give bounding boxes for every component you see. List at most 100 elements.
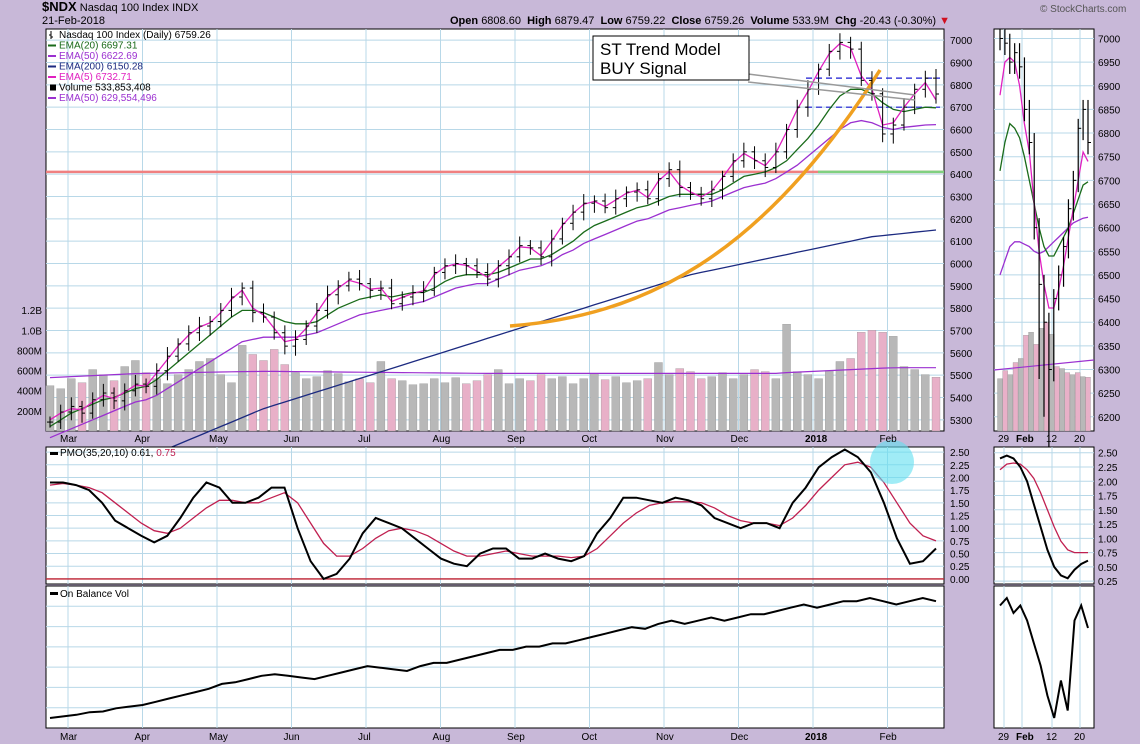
pmo-y-tick: 2.00 <box>950 473 970 484</box>
volume-ema50-line <box>49 367 936 379</box>
side-volume-bar <box>1018 358 1024 432</box>
down-arrow-icon: ▼ <box>939 15 951 27</box>
x-tick-label-top: Mar <box>60 434 78 445</box>
volume-bar <box>910 369 919 432</box>
x-tick-label-bottom: Dec <box>731 732 749 743</box>
low-value: 6759.22 <box>625 15 666 27</box>
x-tick-label-bottom: Nov <box>656 732 674 743</box>
volume-bar <box>889 336 898 432</box>
side-x-tick-bottom: Feb <box>1016 732 1034 743</box>
volume-bar <box>654 362 663 432</box>
side-pmo-y-tick: 2.00 <box>1098 477 1118 488</box>
volume-bar <box>729 378 738 432</box>
volume-bar <box>536 374 546 432</box>
x-axis-top: Mar Apr May Jun Jul Aug Sep Oct Nov Dec 2018 Feb <box>60 434 897 445</box>
x-tick-label-bottom: Aug <box>433 732 451 743</box>
volume-bar <box>227 382 236 432</box>
side-pmo-signal-line <box>999 462 1088 554</box>
price-lines <box>46 42 944 499</box>
side-x-axis-bottom: 29 Feb 12 20 <box>998 732 1086 743</box>
side-volume-bar <box>1054 366 1060 432</box>
x-tick-label-bottom: May <box>209 732 228 743</box>
side-price-y-tick: 7000 <box>1098 34 1121 45</box>
volume-bar <box>430 378 439 432</box>
x-tick-label-bottom: Sep <box>507 732 525 743</box>
price-y-tick: 5900 <box>950 282 973 293</box>
callout-pointer-line-2 <box>747 81 916 101</box>
close-value: 6759.26 <box>704 15 745 27</box>
side-volume-bar <box>1064 372 1070 432</box>
volume-bar <box>366 382 375 432</box>
volume-bar <box>141 372 151 432</box>
pmo-legend-swatch <box>50 452 58 455</box>
volume-y-tick: 800M <box>17 346 42 357</box>
volume-bar <box>739 374 749 432</box>
chart-header-line1: $NDX Nasdaq 100 Index INDX <box>42 0 198 14</box>
volume-bar <box>419 383 428 432</box>
price-y-tick: 5700 <box>950 327 973 338</box>
x-tick-label-top: Dec <box>731 434 749 445</box>
price-y-axis: 7000 6900 6800 6700 6600 6500 6400 6300 6200 6100… <box>950 36 973 427</box>
price-y-tick: 6200 <box>950 215 973 226</box>
volume-bar <box>163 383 172 432</box>
volume-bar <box>195 361 204 432</box>
volume-bar <box>547 378 556 432</box>
volume-bar <box>248 354 257 432</box>
x-tick-label-bottom: Jun <box>284 732 300 743</box>
side-volume-bar <box>1023 335 1029 432</box>
side-price-y-tick: 6450 <box>1098 295 1121 306</box>
side-pmo-line <box>999 454 1089 580</box>
pmo-line <box>50 448 937 581</box>
volume-bar <box>611 376 620 432</box>
side-x-axis-top: 29 Feb 12 20 <box>998 434 1086 445</box>
pmo-y-axis: 2.50 2.252.00 1.75 1.50 1.251.00 0.75 0.500.25… <box>950 448 970 586</box>
side-x-tick-top: 12 <box>1046 434 1058 445</box>
side-price-y-tick: 6900 <box>1098 82 1121 93</box>
side-ema50-line <box>999 216 1089 276</box>
price-y-tick: 6400 <box>950 170 973 181</box>
volume-bar <box>280 364 289 432</box>
callout-line1: ST Trend Model <box>600 40 721 59</box>
side-pmo-y-tick: 1.50 <box>1098 506 1118 517</box>
side-volume-bar <box>1080 376 1086 432</box>
side-pmo-y-tick: 1.75 <box>1098 492 1118 503</box>
side-pmo-y-tick: 2.25 <box>1098 463 1118 474</box>
open-value: 6808.60 <box>481 15 521 27</box>
price-y-tick: 6600 <box>950 126 973 137</box>
x-tick-label-bottom: Apr <box>135 732 151 743</box>
volume-bar <box>237 345 247 432</box>
ema200-line <box>49 229 937 499</box>
side-obv-line <box>999 596 1089 719</box>
pmo-y-tick: 1.00 <box>950 524 970 535</box>
x-tick-label-top: Jun <box>284 434 300 445</box>
x-tick-label-top: Oct <box>582 434 598 445</box>
side-price-y-tick: 6650 <box>1098 200 1121 211</box>
volume-bar <box>398 380 407 432</box>
pmo-y-tick: 2.25 <box>950 461 970 472</box>
volume-bar <box>590 373 599 432</box>
high-label: High <box>527 15 552 27</box>
side-price-y-tick: 6850 <box>1098 105 1121 116</box>
volume-y-axis: 1.2B 1.0B 800M 600M 400M 200M <box>17 306 42 418</box>
legend-entry: Nasdaq 100 Index (Daily) 6759.26 <box>59 30 211 41</box>
side-volume-bars <box>993 322 1095 432</box>
price-y-tick: 6500 <box>950 148 973 159</box>
volume-bar <box>526 380 535 432</box>
side-volume-bar <box>997 378 1003 432</box>
price-bars <box>47 33 939 429</box>
ohlc-readout: Open 6808.60 High 6879.47 Low 6759.22 Cl… <box>450 14 950 28</box>
price-panel: 7000 6900 6800 6700 6600 6500 6400 6300 6200 6100… <box>17 28 973 499</box>
legend-entry: EMA(20) 6697.31 <box>59 41 138 52</box>
volume-bar <box>793 371 802 432</box>
side-x-tick-bottom: 20 <box>1074 732 1086 743</box>
side-volume-bar <box>1085 377 1091 432</box>
exchange: INDX <box>172 2 199 14</box>
pmo-signal-value: 0.75 <box>156 448 176 459</box>
side-price-y-tick: 6750 <box>1098 153 1121 164</box>
legend-entry: EMA(50) 6622.69 <box>59 51 138 62</box>
price-y-tick: 5300 <box>950 416 973 427</box>
volume-bar <box>568 383 578 432</box>
symbol: $NDX <box>42 0 77 14</box>
side-pmo-y-tick: 0.25 <box>1098 577 1118 588</box>
chart-date: 21-Feb-2018 <box>42 15 105 27</box>
